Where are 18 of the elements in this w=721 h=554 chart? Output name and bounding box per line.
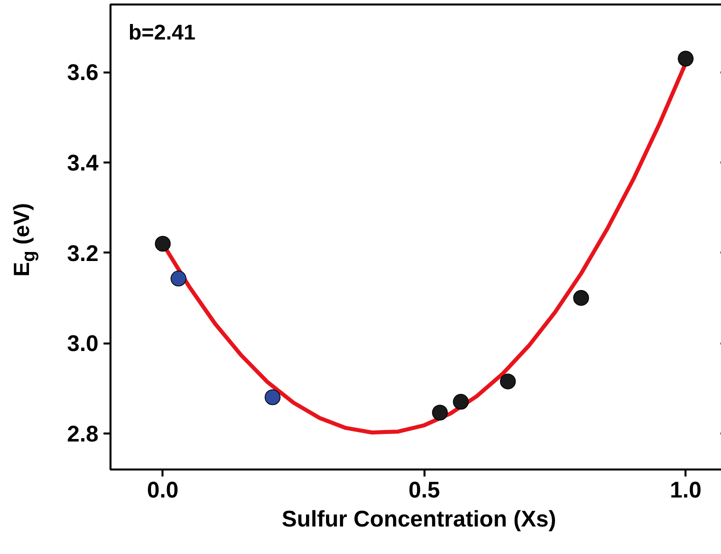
y-tick-label: 3.0 bbox=[67, 330, 99, 356]
y-tick-label: 2.8 bbox=[67, 420, 99, 446]
x-tick-label: 0.0 bbox=[147, 476, 179, 502]
point bbox=[452, 394, 469, 410]
y-tick-label: 3.4 bbox=[67, 150, 99, 176]
annotation: b=2.41 bbox=[128, 20, 196, 44]
point bbox=[170, 270, 186, 286]
point bbox=[500, 374, 516, 390]
y-tick-label: 3.6 bbox=[67, 59, 99, 86]
point bbox=[154, 236, 171, 252]
point bbox=[573, 290, 589, 306]
x-tick-label: 0.5 bbox=[408, 476, 440, 502]
point bbox=[264, 389, 280, 406]
y-tick-label: 3.2 bbox=[67, 240, 99, 266]
point bbox=[432, 404, 448, 420]
point bbox=[678, 50, 694, 67]
x-tick-label: 1.0 bbox=[670, 476, 702, 502]
x-axis-title: Sulfur Concentration (Xs) bbox=[282, 506, 556, 532]
